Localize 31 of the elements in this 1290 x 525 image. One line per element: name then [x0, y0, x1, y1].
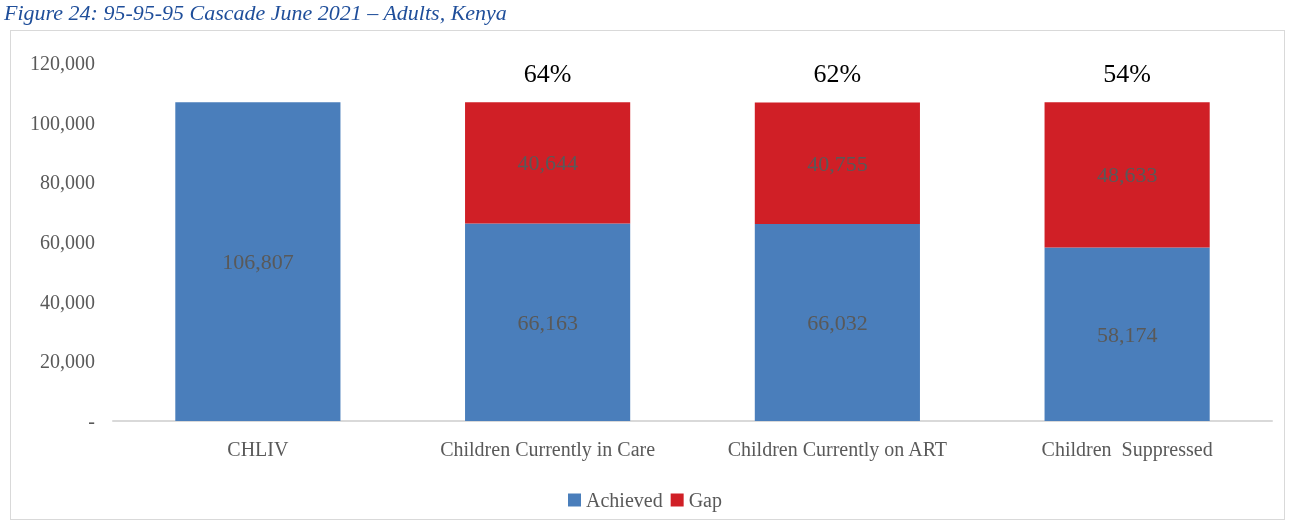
- x-tick-label: Children Currently in Care: [440, 438, 656, 461]
- legend-label: Gap: [688, 489, 722, 512]
- bar: [754, 102, 920, 224]
- y-tick-label: 80,000: [40, 171, 95, 194]
- y-tick-label: -: [88, 410, 95, 432]
- annotation: 64%: [523, 59, 572, 89]
- chart-title: Figure 24: 95-95-95 Cascade June 2021 – Adults, Kenya: [4, 0, 507, 26]
- bar: [1044, 102, 1210, 248]
- y-tick-label: 40,000: [40, 290, 95, 313]
- data-label: 66,032: [807, 310, 868, 335]
- bar: [1044, 247, 1210, 421]
- x-tick-label: CHLIV: [227, 438, 289, 460]
- data-label: 58,174: [1096, 321, 1158, 347]
- data-label: 40,644: [517, 150, 578, 176]
- data-label: 66,163: [517, 309, 578, 335]
- y-tick-label: 100,000: [30, 111, 95, 134]
- x-tick-label: Children Suppressed: [1041, 438, 1213, 461]
- bar: [465, 102, 631, 224]
- bar: [465, 223, 631, 421]
- data-label: 40,755: [807, 150, 868, 176]
- annotation: 62%: [813, 59, 862, 89]
- data-label: 48,633: [1096, 162, 1158, 188]
- bar: [754, 224, 920, 421]
- y-tick-label: 120,000: [30, 52, 95, 74]
- bar: [175, 102, 341, 421]
- y-tick-label: 60,000: [40, 231, 95, 253]
- x-tick-label: Children Currently on ART: [727, 438, 948, 461]
- annotation: 54%: [1103, 59, 1151, 89]
- y-tick-label: 20,000: [40, 350, 95, 373]
- legend-label: Achieved: [586, 489, 663, 511]
- data-label: 106,807: [222, 249, 294, 275]
